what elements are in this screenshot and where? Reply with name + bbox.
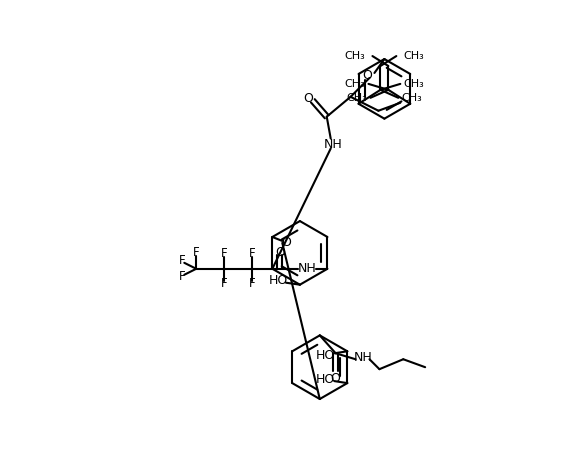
Text: F: F	[221, 277, 228, 290]
Text: HO: HO	[316, 349, 335, 362]
Text: NH: NH	[323, 138, 342, 151]
Text: O: O	[303, 92, 313, 105]
Text: CH₃: CH₃	[404, 51, 424, 61]
Text: O: O	[363, 69, 372, 82]
Text: F: F	[248, 247, 255, 260]
Text: F: F	[179, 254, 186, 267]
Text: CH₃: CH₃	[346, 93, 367, 103]
Text: CH₃: CH₃	[344, 51, 365, 61]
Text: NH: NH	[354, 351, 373, 364]
Text: HO: HO	[268, 274, 288, 287]
Text: HO: HO	[316, 373, 335, 386]
Text: CH₃: CH₃	[344, 79, 365, 89]
Text: F: F	[193, 247, 200, 260]
Text: O: O	[275, 247, 285, 260]
Text: CH₃: CH₃	[404, 79, 424, 89]
Text: F: F	[221, 247, 228, 260]
Text: F: F	[179, 270, 186, 283]
Text: F: F	[248, 277, 255, 290]
Text: O: O	[281, 236, 291, 249]
Text: NH: NH	[298, 262, 317, 275]
Text: O: O	[331, 371, 341, 384]
Text: CH₃: CH₃	[402, 93, 423, 103]
